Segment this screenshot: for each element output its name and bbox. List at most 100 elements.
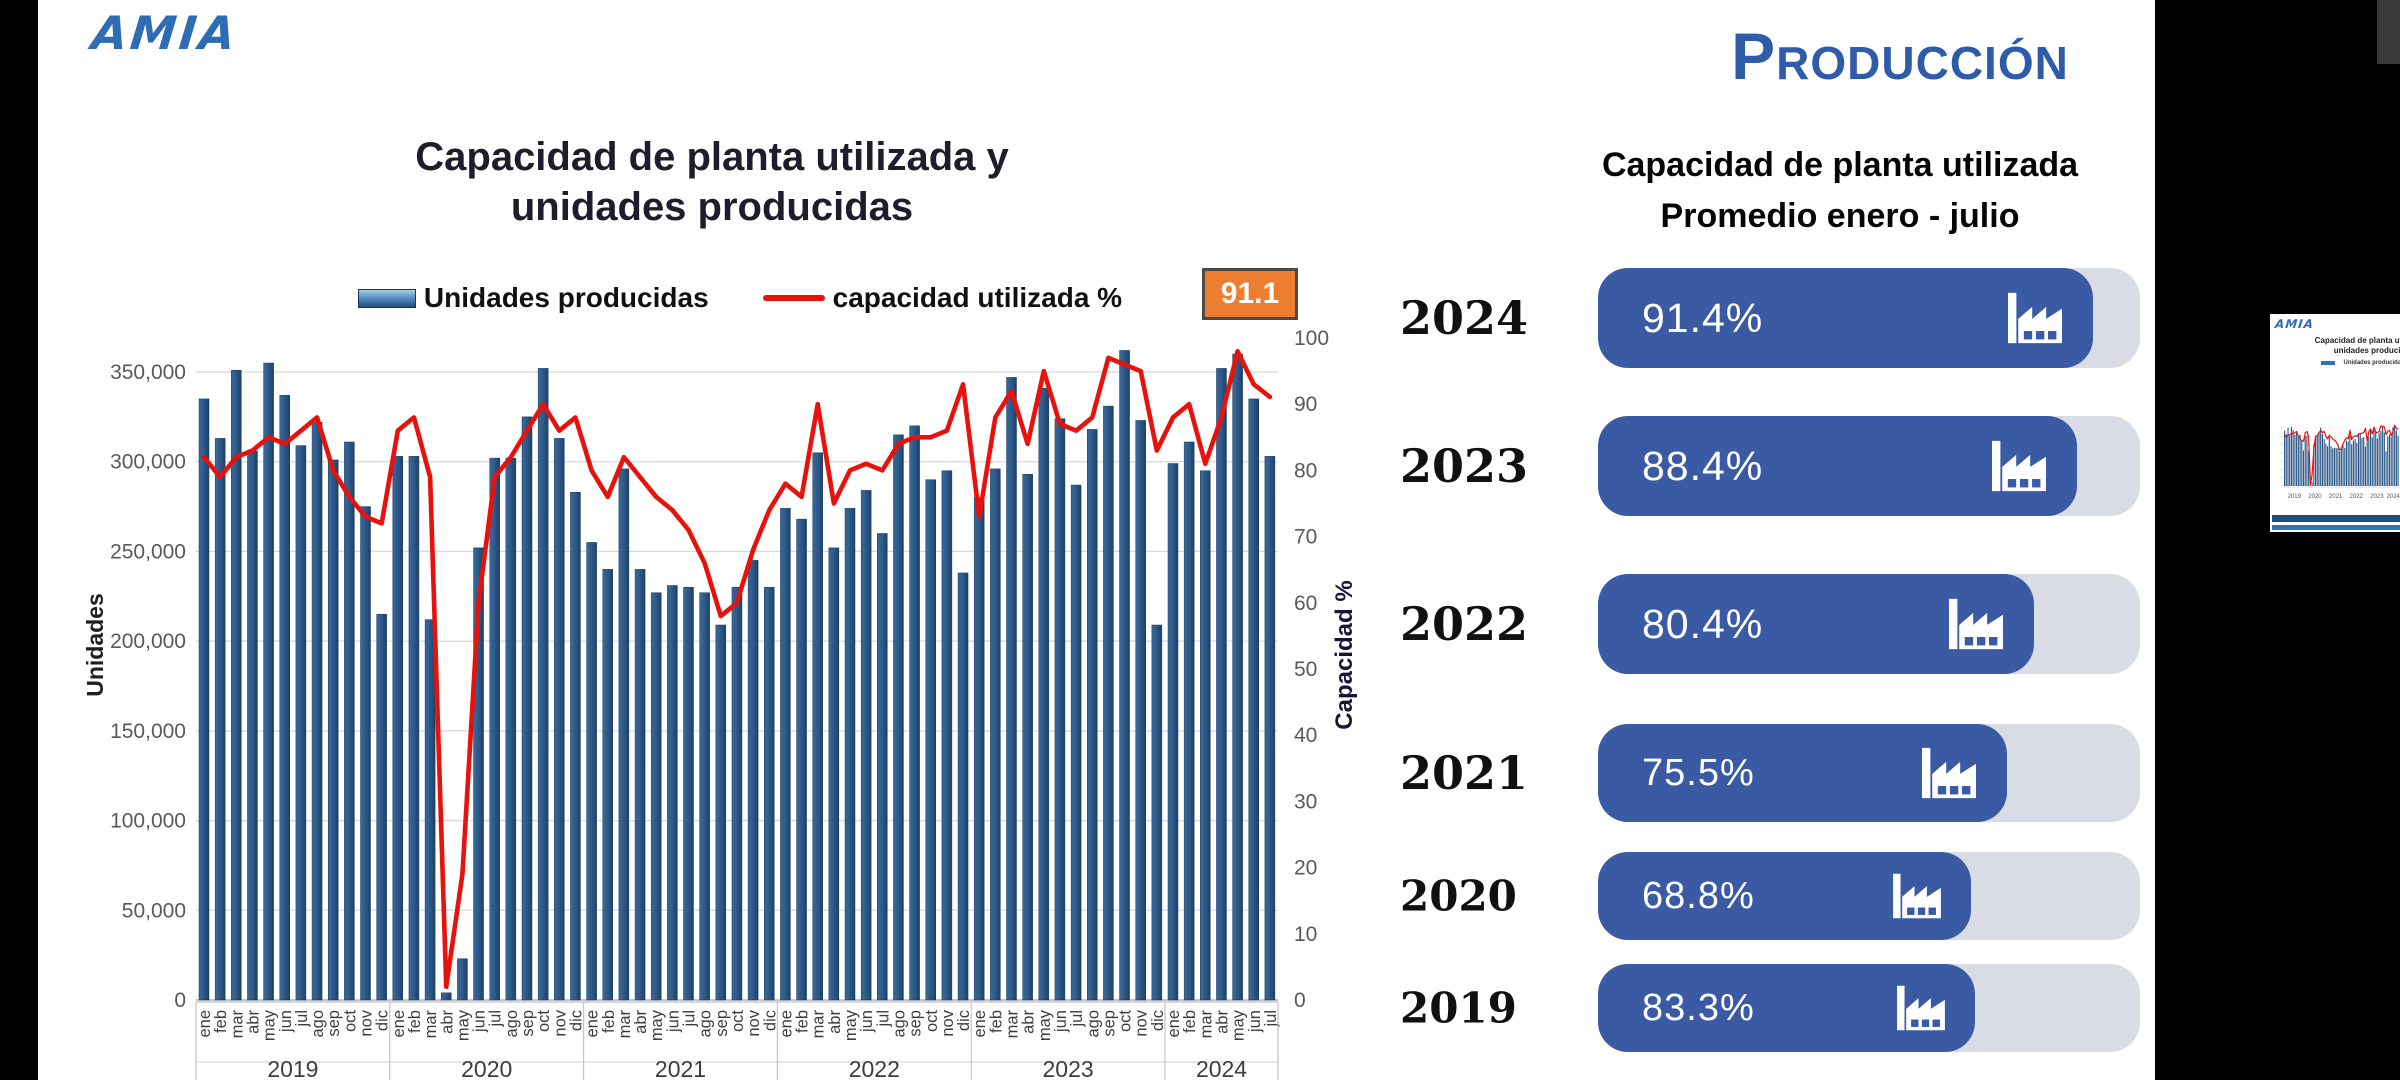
mini-bar bbox=[2392, 427, 2394, 486]
slide-thumbnail[interactable]: AMIA Capacidad de planta utilizada y uni… bbox=[2270, 314, 2400, 532]
right-letterbox-region bbox=[2155, 0, 2400, 1080]
thumbnail-legend: Unidades producidas bbox=[2270, 360, 2400, 366]
mini-bar bbox=[2394, 426, 2396, 486]
month-tick-label: ene bbox=[1165, 1010, 1183, 1038]
production-bar bbox=[877, 533, 888, 1001]
mini-bar bbox=[2382, 426, 2384, 486]
thumbnail-amia-logo: AMIA bbox=[2274, 317, 2315, 331]
y-right-tick-label: 10 bbox=[1294, 923, 1317, 946]
y-left-tick-label: 200,000 bbox=[110, 630, 186, 653]
mini-bar bbox=[2302, 450, 2305, 486]
month-tick-label: feb bbox=[794, 1010, 812, 1033]
month-tick-label: dic bbox=[374, 1010, 392, 1031]
production-bar bbox=[247, 450, 258, 1001]
month-tick-label: abr bbox=[826, 1010, 844, 1034]
mini-year-label: 2019 bbox=[2288, 494, 2302, 500]
mini-bar bbox=[2304, 435, 2306, 486]
production-bar bbox=[360, 506, 371, 1001]
month-tick-label: oct bbox=[1117, 1010, 1135, 1032]
mini-bar bbox=[2299, 434, 2301, 486]
year-label: 2024 bbox=[1400, 291, 1529, 345]
mini-bar bbox=[2289, 435, 2291, 486]
production-bar bbox=[1248, 398, 1259, 1001]
production-bar bbox=[990, 468, 1001, 1001]
year-label: 2019 bbox=[1400, 983, 1517, 1033]
production-bar bbox=[1070, 484, 1082, 1001]
capacity-value-label: 83.3% bbox=[1642, 986, 1755, 1029]
month-tick-label: jun bbox=[1246, 1010, 1264, 1033]
mini-bar bbox=[2361, 437, 2363, 486]
factory-icon bbox=[1922, 747, 1977, 799]
factory-chimney bbox=[1948, 598, 1958, 650]
production-bar bbox=[263, 362, 274, 1001]
production-bar bbox=[521, 416, 533, 1001]
capacity-row-2023: 2023 88.4% bbox=[1400, 416, 2160, 516]
mini-bar bbox=[2290, 427, 2293, 486]
mini-bar bbox=[2397, 435, 2399, 486]
mini-bar bbox=[2395, 430, 2397, 486]
factory-window bbox=[1917, 907, 1926, 915]
production-bar bbox=[1054, 418, 1066, 1001]
mini-bar bbox=[2325, 443, 2327, 486]
month-tick-label: sep bbox=[907, 1010, 925, 1037]
mini-bar bbox=[2321, 434, 2323, 486]
month-tick-label: abr bbox=[632, 1010, 650, 1034]
production-bar bbox=[1022, 474, 1033, 1001]
month-tick-label: abr bbox=[1213, 1010, 1231, 1034]
year-tick-label: 2024 bbox=[1196, 1056, 1247, 1080]
production-bar bbox=[1264, 456, 1276, 1001]
y-left-tick-label: 150,000 bbox=[110, 720, 186, 743]
capacity-value-label: 80.4% bbox=[1642, 600, 1764, 647]
mini-bar bbox=[2296, 432, 2298, 486]
mini-bar bbox=[2349, 435, 2351, 486]
mini-bar bbox=[2309, 485, 2311, 486]
mini-year-label: 2023 bbox=[2370, 494, 2384, 500]
month-tick-label: jul bbox=[681, 1010, 699, 1028]
y-left-axis-title: Unidades bbox=[82, 593, 108, 697]
factory-icon bbox=[2008, 292, 2063, 344]
factory-icon bbox=[1893, 873, 1941, 919]
y-left-tick-label: 250,000 bbox=[110, 540, 186, 563]
month-tick-label: nov bbox=[358, 1009, 376, 1036]
mini-bar bbox=[2347, 441, 2349, 486]
factory-window bbox=[2032, 479, 2041, 488]
panel-subtitle-line1: Capacidad de planta utilizada bbox=[1601, 146, 2079, 184]
capacity-track: 88.4% bbox=[1598, 416, 2140, 516]
thumbnail-footnote-line bbox=[2272, 525, 2400, 530]
legend-item-capacity: capacidad utilizada % bbox=[762, 282, 1122, 314]
production-bar bbox=[570, 491, 581, 1001]
thumbnail-footnote-line bbox=[2272, 515, 2400, 522]
production-bar bbox=[441, 992, 452, 1001]
month-tick-label: may bbox=[1036, 1009, 1054, 1041]
mini-bar bbox=[2339, 451, 2341, 486]
production-bar bbox=[699, 592, 710, 1001]
chart-legend: Unidades producidas capacidad utilizada … bbox=[240, 282, 1240, 314]
year-label: 2023 bbox=[1400, 439, 1529, 493]
mini-bar bbox=[2370, 428, 2372, 486]
month-tick-label: jul bbox=[487, 1010, 505, 1028]
mini-bar bbox=[2364, 446, 2366, 486]
capacity-track: 91.4% bbox=[1598, 268, 2140, 368]
month-tick-label: ago bbox=[890, 1010, 908, 1038]
production-bar bbox=[311, 421, 323, 1001]
production-bar bbox=[1119, 350, 1130, 1001]
mini-bar bbox=[2357, 433, 2360, 486]
chart-title: Capacidad de planta utilizada y unidades… bbox=[262, 132, 1162, 232]
factory-window bbox=[1976, 637, 1986, 646]
mini-bar bbox=[2306, 435, 2308, 486]
factory-window bbox=[2024, 331, 2033, 340]
month-tick-label: jul bbox=[1068, 1010, 1086, 1028]
latest-capacity-callout: 91.1 bbox=[1202, 268, 1298, 320]
mini-bar bbox=[2292, 430, 2294, 486]
production-bar bbox=[214, 438, 226, 1001]
production-bar bbox=[1103, 405, 1114, 1001]
mini-bar bbox=[2368, 436, 2370, 486]
capacity-row-2021: 2021 75.5% bbox=[1400, 724, 2160, 822]
factory-window bbox=[1928, 907, 1936, 915]
production-bar bbox=[780, 508, 791, 1001]
month-tick-label: dic bbox=[761, 1010, 779, 1031]
production-bar bbox=[925, 479, 936, 1001]
mini-capacity-line bbox=[2284, 424, 2399, 486]
month-tick-label: jun bbox=[471, 1010, 489, 1033]
panel-subtitle-line2: Promedio enero - julio bbox=[1660, 197, 2020, 235]
